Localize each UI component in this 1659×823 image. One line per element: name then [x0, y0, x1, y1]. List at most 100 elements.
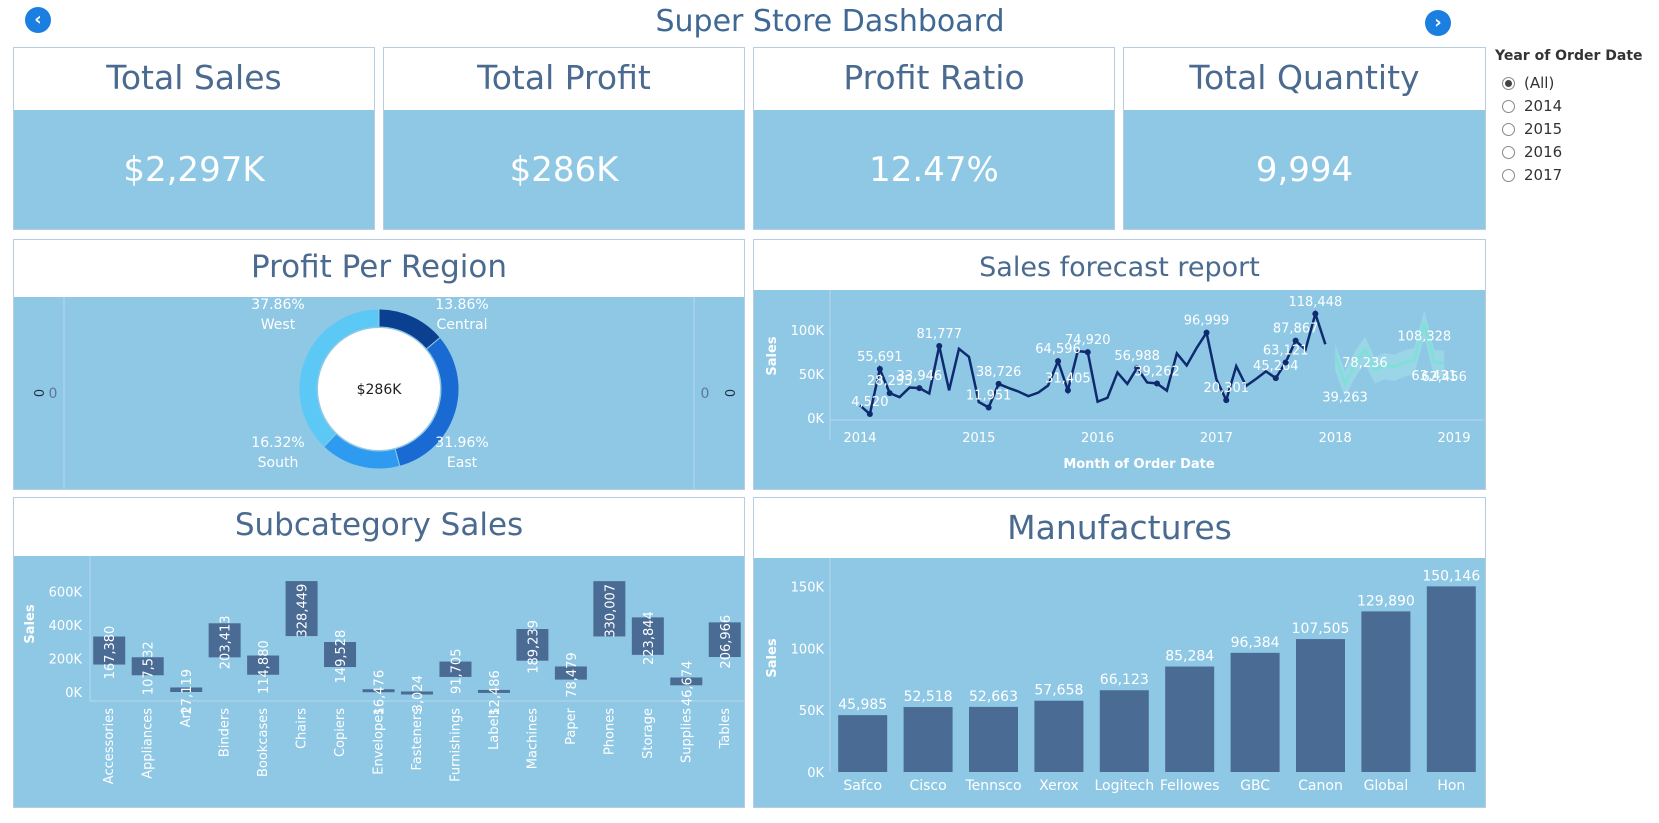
forecast-x-tick: 2019 [1437, 431, 1470, 446]
actual-point[interactable] [985, 404, 992, 411]
kpi-value: 12.47% [869, 150, 999, 190]
manu-y-tick: 50K [799, 704, 825, 719]
subcat-bar[interactable] [516, 629, 549, 661]
donut-slice-west[interactable] [298, 308, 380, 448]
actual-point[interactable] [1223, 397, 1230, 404]
actual-point-label: 39,262 [1134, 364, 1180, 379]
back-button[interactable]: ‹ [25, 7, 51, 33]
subcat-bar[interactable] [401, 691, 433, 695]
actual-point[interactable] [1134, 364, 1141, 371]
actual-point[interactable] [866, 411, 873, 418]
subcat-bar[interactable] [131, 657, 164, 676]
subcat-bar[interactable] [593, 581, 626, 637]
subcat-category-label: Copiers [333, 708, 348, 757]
manu-bar[interactable] [1099, 690, 1149, 772]
subcat-value-label: 107,532 [142, 641, 157, 695]
year-filter-title: Year of Order Date [1495, 48, 1643, 64]
subcat-bar[interactable] [247, 655, 280, 675]
radio-selected-icon[interactable] [1502, 76, 1515, 90]
subcat-category-label: Storage [641, 708, 656, 759]
kpi-label: Total Profit [477, 58, 651, 97]
actual-point[interactable] [1292, 337, 1299, 344]
subcat-bar[interactable] [708, 622, 741, 658]
radio-icon[interactable] [1502, 122, 1515, 136]
manu-bar[interactable] [1034, 700, 1084, 772]
manu-y-axis-title: Sales [765, 638, 780, 677]
kpi-label: Total Sales [106, 58, 282, 97]
subcat-category-label: Envelopes [372, 708, 387, 775]
actual-point-label: 81,777 [916, 327, 962, 342]
subcat-bar[interactable] [670, 677, 703, 686]
forecast-x-axis-title: Month of Order Date [1063, 457, 1215, 472]
forward-button[interactable]: › [1425, 10, 1451, 36]
forecast-point-label: 62,456 [1421, 370, 1467, 385]
subcat-bar[interactable] [554, 666, 587, 680]
manu-bar[interactable] [903, 707, 953, 772]
filter-option-2016[interactable]: 2016 [1502, 143, 1562, 161]
actual-point[interactable] [1064, 387, 1071, 394]
subcat-category-label: Binders [218, 708, 233, 757]
filter-option-all[interactable]: (All) [1502, 74, 1554, 92]
radio-icon[interactable] [1502, 99, 1515, 113]
filter-option-2017[interactable]: 2017 [1502, 166, 1562, 184]
manu-y-tick: 150K [791, 581, 825, 596]
kpi-value: 9,994 [1255, 150, 1354, 190]
actual-point[interactable] [876, 365, 883, 372]
actual-point[interactable] [936, 343, 943, 350]
kpi-label: Total Quantity [1189, 58, 1420, 97]
actual-point-label: 4,520 [851, 395, 888, 410]
actual-point[interactable] [1084, 349, 1091, 356]
forecast-x-tick: 2017 [1200, 431, 1233, 446]
radio-icon[interactable] [1502, 168, 1515, 182]
subcat-y-axis-title: Sales [23, 604, 38, 643]
subcat-bar[interactable] [362, 689, 395, 693]
subcat-bar[interactable] [285, 581, 318, 637]
filter-option-2014[interactable]: 2014 [1502, 97, 1562, 115]
actual-point[interactable] [1272, 375, 1279, 382]
subcat-bar[interactable] [324, 642, 357, 668]
actual-point[interactable] [1055, 358, 1062, 365]
actual-point[interactable] [886, 390, 893, 397]
forecast-line-chart: Sales 0K 50K 100K 2014 2015 2016 2017 2018 2019 Mo… [765, 290, 1484, 472]
subcategory-bar-chart: Sales 0K 200K 400K 600K 167,380 Accessories 107… [23, 556, 744, 784]
manu-category-label: GBC [1240, 778, 1270, 794]
subcat-bar[interactable] [170, 687, 203, 692]
actual-point[interactable] [1203, 329, 1210, 336]
subcat-bar[interactable] [93, 636, 126, 665]
actual-point[interactable] [1312, 310, 1319, 317]
actual-point[interactable] [995, 380, 1002, 387]
manu-bar[interactable] [1296, 639, 1345, 772]
kpi-value: $286K [509, 150, 619, 190]
subcat-y-tick: 0K [65, 686, 82, 701]
radio-icon[interactable] [1502, 145, 1515, 159]
kpi-value: $2,297K [123, 150, 265, 190]
subcat-value-label: 189,239 [526, 620, 541, 674]
actual-point[interactable] [1282, 359, 1289, 366]
subcat-category-label: Tables [718, 708, 733, 750]
slice-region-label: Central [437, 317, 488, 333]
subcat-bar[interactable] [477, 689, 510, 693]
subcat-value-label: 328,449 [296, 584, 311, 638]
subcat-bar[interactable] [208, 623, 241, 658]
slice-region-label: South [258, 455, 299, 471]
manu-bar[interactable] [1426, 586, 1476, 772]
filter-option-2015[interactable]: 2015 [1502, 120, 1562, 138]
subcat-category-label: Fasteners [410, 708, 425, 771]
forecast-y-tick: 0K [807, 412, 824, 427]
manu-bar[interactable] [1230, 652, 1280, 772]
actual-point[interactable] [1154, 380, 1160, 387]
subcat-y-tick: 600K [49, 586, 83, 601]
manu-bar[interactable] [1361, 611, 1411, 772]
actual-point[interactable] [916, 385, 923, 392]
subcat-bar[interactable] [439, 661, 472, 677]
subcat-bar[interactable] [631, 617, 664, 655]
manu-bar[interactable] [1165, 666, 1215, 772]
manu-value-label: 52,518 [904, 689, 953, 705]
slice-pct-label: 31.96% [435, 435, 488, 451]
subcat-value-label: 3,024 [411, 675, 426, 712]
manu-bar[interactable] [969, 706, 1018, 772]
forecast-series-line [1333, 322, 1445, 388]
region-axis-right-label: 0 [721, 389, 736, 397]
subcat-value-label: 149,528 [334, 630, 349, 684]
manu-bar[interactable] [838, 715, 888, 772]
